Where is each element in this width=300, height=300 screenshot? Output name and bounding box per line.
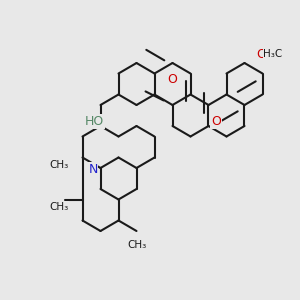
- Text: CH₃: CH₃: [49, 160, 68, 170]
- Text: HO: HO: [85, 115, 104, 128]
- Text: O: O: [211, 115, 221, 128]
- Text: H₃C: H₃C: [263, 49, 283, 59]
- Text: CH₃: CH₃: [127, 239, 146, 250]
- Text: CH₃: CH₃: [49, 202, 68, 212]
- Text: O: O: [168, 73, 177, 86]
- Text: N: N: [88, 163, 98, 176]
- Text: O: O: [256, 47, 266, 61]
